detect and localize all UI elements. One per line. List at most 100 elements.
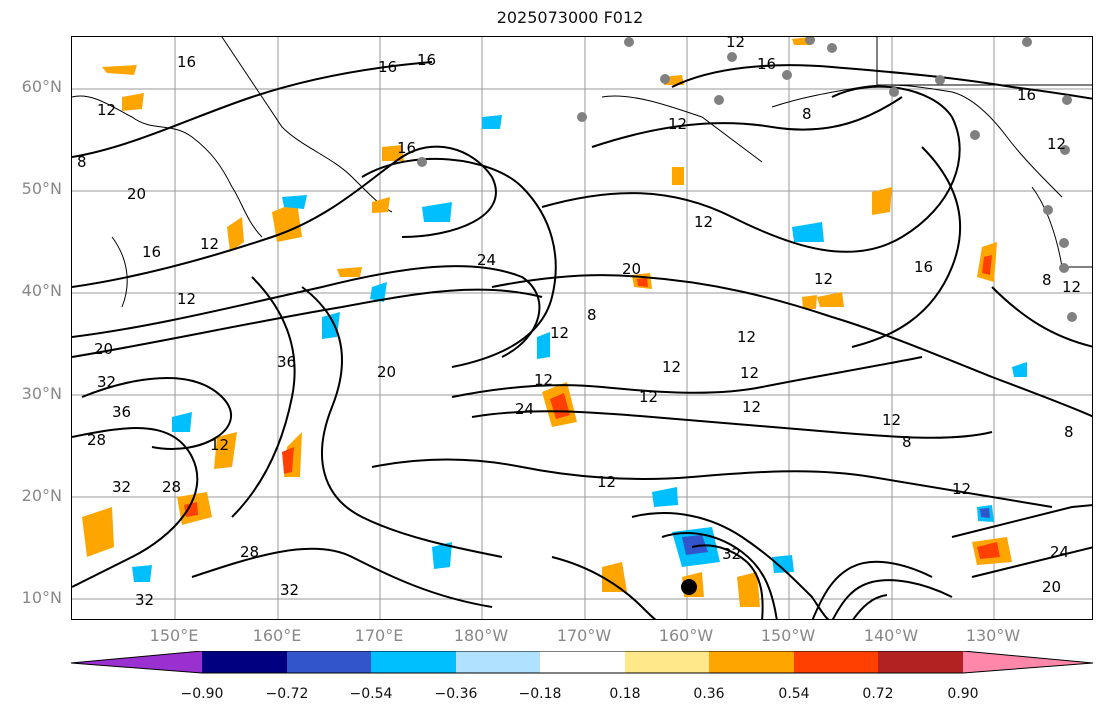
lon-label-160e: 160°E — [252, 626, 302, 645]
colorbar-segment — [625, 651, 709, 673]
contour-label: 16 — [1017, 86, 1036, 104]
colorbar-tick: 0.36 — [693, 686, 725, 702]
contours — [72, 61, 1092, 619]
lon-label-130w: 130°W — [965, 626, 1021, 645]
contour-label: 12 — [737, 328, 756, 346]
colorbar-tick: 0.18 — [609, 686, 641, 702]
contour-label: 12 — [177, 290, 196, 308]
colorbar-tick: 0.90 — [947, 686, 979, 702]
colorbar-under-arrow — [71, 651, 202, 673]
lat-label-10n: 10°N — [21, 588, 62, 607]
contour-label: 36 — [277, 353, 296, 371]
contour-labels: 16 16 16 12 16 12 16 8 16 12 8 12 12 16 … — [77, 37, 1081, 609]
contour-label: 12 — [742, 398, 761, 416]
lat-label-30n: 30°N — [21, 384, 62, 403]
lat-label-50n: 50°N — [21, 179, 62, 198]
contour-label: 12 — [597, 473, 616, 491]
colorbar-tick: 0.54 — [778, 686, 810, 702]
fill-patches — [82, 37, 1027, 607]
lon-label-140w: 140°W — [863, 626, 919, 645]
colorbar — [70, 650, 1094, 679]
contour-label: 12 — [694, 213, 713, 231]
lon-label-170w: 170°W — [556, 626, 612, 645]
colorbar-tick: −0.72 — [265, 686, 309, 702]
contour-label: 32 — [97, 373, 116, 391]
contour-label: 12 — [639, 388, 658, 406]
contour-label: 8 — [587, 306, 597, 324]
contour-label: 16 — [397, 139, 416, 157]
contour-label: 24 — [515, 400, 534, 418]
contour-label: 16 — [914, 258, 933, 276]
lon-label-170e: 170°E — [354, 626, 404, 645]
contour-label: 32 — [112, 478, 131, 496]
contour-label: 20 — [377, 363, 396, 381]
contour-label: 12 — [726, 37, 745, 51]
contour-label: 16 — [757, 55, 776, 73]
colorbar-segment — [202, 651, 287, 673]
contour-label: 8 — [77, 153, 87, 171]
colorbar-tick: 0.72 — [862, 686, 894, 702]
colorbar-segment — [794, 651, 878, 673]
contour-label: 8 — [802, 105, 812, 123]
contour-label: 12 — [1062, 278, 1081, 296]
station-dots — [417, 37, 1077, 322]
lon-label-180w: 180°W — [453, 626, 509, 645]
colorbar-tick: −0.54 — [349, 686, 393, 702]
map-canvas: 16 16 16 12 16 12 16 8 16 12 8 12 12 16 … — [72, 37, 1092, 619]
contour-label: 32 — [135, 591, 154, 609]
colorbar-tick: −0.90 — [180, 686, 224, 702]
contour-label: 12 — [882, 411, 901, 429]
contour-label: 12 — [97, 101, 116, 119]
lat-label-60n: 60°N — [21, 77, 62, 96]
contour-label: 32 — [280, 581, 299, 599]
colorbar-segment — [709, 651, 794, 673]
contour-label: 16 — [378, 58, 397, 76]
colorbar-segment — [456, 651, 540, 673]
contour-label: 8 — [1042, 271, 1052, 289]
graticule — [72, 37, 1092, 619]
colorbar-over-arrow — [963, 651, 1093, 673]
contour-label: 16 — [417, 51, 436, 69]
lat-label-20n: 20°N — [21, 486, 62, 505]
colorbar-segment — [878, 651, 963, 673]
map-title: 2025073000 F012 — [496, 8, 644, 27]
colorbar-segment — [371, 651, 456, 673]
colorbar-segment — [540, 651, 625, 673]
contour-label: 8 — [902, 433, 912, 451]
coastlines — [72, 37, 1092, 308]
contour-label: 28 — [87, 431, 106, 449]
contour-label: 20 — [94, 340, 113, 358]
contour-label: 20 — [127, 185, 146, 203]
contour-label: 8 — [1064, 423, 1074, 441]
contour-label: 12 — [668, 115, 687, 133]
contour-label: 28 — [240, 543, 259, 561]
map-panel: 16 16 16 12 16 12 16 8 16 12 8 12 12 16 … — [71, 36, 1093, 620]
contour-label: 20 — [622, 260, 641, 278]
colorbar-tick: −0.36 — [434, 686, 478, 702]
contour-label: 32 — [722, 545, 741, 563]
contour-label: 12 — [952, 480, 971, 498]
lon-label-150w: 150°W — [760, 626, 816, 645]
contour-label: 12 — [740, 364, 759, 382]
colorbar-tick: −0.18 — [518, 686, 562, 702]
storm-center-marker — [681, 579, 697, 595]
lon-label-160w: 160°W — [658, 626, 714, 645]
contour-label: 24 — [1050, 543, 1069, 561]
contour-label: 12 — [814, 270, 833, 288]
contour-label: 36 — [112, 403, 131, 421]
lat-label-40n: 40°N — [21, 281, 62, 300]
contour-label: 16 — [142, 243, 161, 261]
contour-label: 16 — [177, 53, 196, 71]
colorbar-segment — [287, 651, 371, 673]
contour-label: 12 — [662, 358, 681, 376]
colorbar-svg — [70, 650, 1094, 674]
contour-label: 20 — [1042, 578, 1061, 596]
contour-label: 12 — [210, 436, 229, 454]
contour-label: 24 — [477, 251, 496, 269]
lon-label-150e: 150°E — [149, 626, 199, 645]
contour-label: 12 — [1047, 135, 1066, 153]
contour-label: 12 — [200, 235, 219, 253]
contour-label: 12 — [550, 324, 569, 342]
contour-label: 28 — [162, 478, 181, 496]
contour-label: 12 — [534, 371, 553, 389]
